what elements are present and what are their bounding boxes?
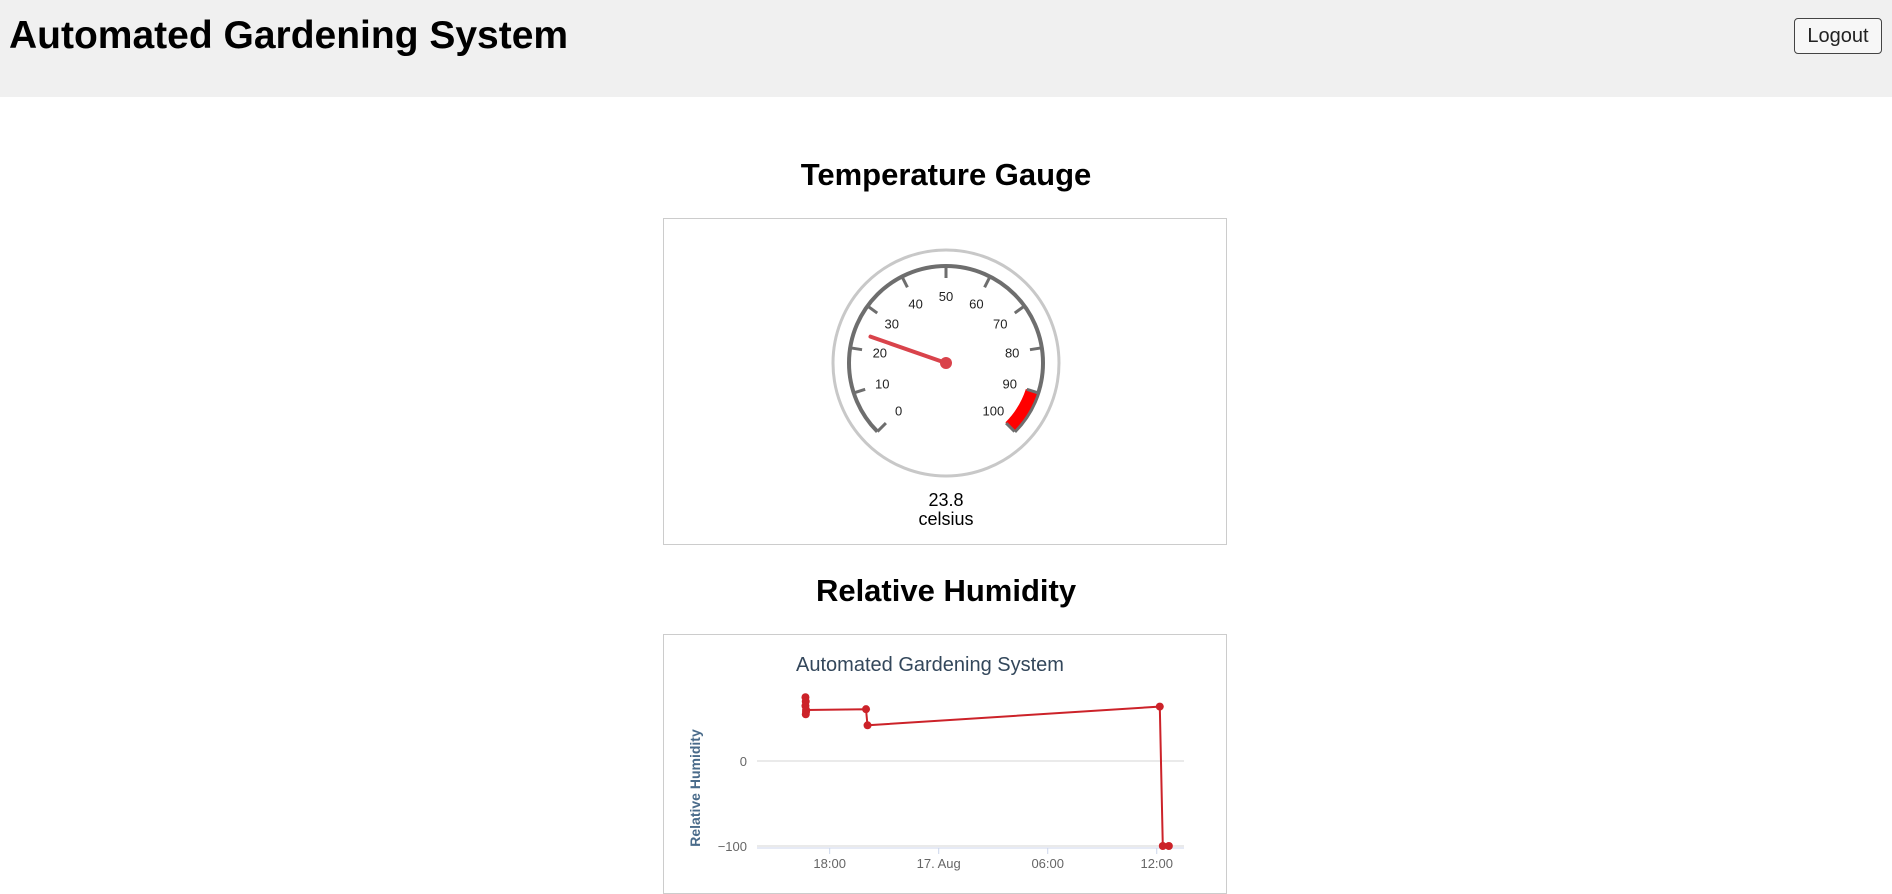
gauge-unit: celsius [918,509,973,529]
chart-x-tick-label: 17. Aug [917,856,961,871]
gauge-tick [900,275,909,288]
temperature-gauge-title: Temperature Gauge [800,157,1092,192]
gauge-ticks [849,266,1043,433]
chart-data-point[interactable] [1158,842,1167,850]
gauge-tick-label: 20 [873,346,887,361]
gauge-value: 23.8 [928,490,963,510]
gauge-tick [853,387,866,395]
humidity-chart: Automated Gardening System Relative Humi… [687,654,1184,871]
gauge-tick-labels: 0 10 20 30 40 50 60 70 80 90 100 [873,289,1020,418]
chart-data-point[interactable] [801,697,810,706]
gauge-tick [849,346,863,352]
gauge-tick-label: 60 [969,296,983,311]
chart-y-tick-label: 0 [740,754,747,769]
chart-x-tick-label: 18:00 [813,856,846,871]
gauge-tick-label: 10 [875,377,889,392]
humidity-chart-panel: Automated Gardening System Relative Humi… [663,634,1227,894]
chart-y-axis-label: Relative Humidity [687,729,703,847]
chart-data-point[interactable] [1155,702,1164,711]
chart-series-points [801,693,1173,850]
relative-humidity-title: Relative Humidity [815,573,1077,608]
chart-series-line [804,697,1169,847]
gauge-tick-label: 90 [1002,377,1016,392]
gauge-outer-ring [831,248,1061,478]
chart-y-tick-labels: 0 −100 [718,754,747,854]
chart-data-point[interactable] [863,721,872,730]
chart-y-tick-label: −100 [718,839,747,854]
chart-grid [757,760,1184,854]
gauge-tick-label: 70 [993,317,1007,332]
chart-series-lines [804,697,1169,847]
logout-button[interactable]: Logout [1794,18,1882,54]
gauge-scale-arc [847,264,1045,433]
chart-title: Automated Gardening System [796,654,1064,676]
chart-x-tick-labels: 18:00 17. Aug 06:00 12:00 [813,856,1173,871]
gauge-tick-label: 0 [895,403,902,418]
gauge-tick [1005,422,1016,433]
top-header: Automated Gardening System Logout [0,0,1892,97]
gauge-tick-label: 50 [939,289,953,304]
gauge-needle-hub [940,357,952,369]
temperature-gauge-panel: 0 10 20 30 40 50 60 70 80 90 100 23.8 celsius [663,218,1227,545]
app-title: Automated Gardening System [9,14,569,57]
gauge-tick-label: 30 [885,317,899,332]
gauge-needle [868,334,948,365]
gauge-tick [876,422,887,433]
gauge-tick [1026,387,1039,395]
chart-data-point[interactable] [802,706,811,714]
gauge-tick-label: 40 [908,296,922,311]
gauge-tick [1029,346,1043,352]
gauge-tick [983,275,992,288]
gauge-tick-label: 100 [983,403,1005,418]
chart-data-point[interactable] [1164,842,1173,850]
gauge-tick [866,304,879,315]
chart-data-point[interactable] [862,705,871,714]
gauge-red-zone [1005,388,1038,431]
chart-x-tick-label: 06:00 [1031,856,1064,871]
gauge-tick-label: 80 [1005,346,1019,361]
gauge-tick [1013,304,1026,315]
temperature-gauge: 0 10 20 30 40 50 60 70 80 90 100 23.8 celsius [831,248,1061,529]
chart-x-tick-label: 12:00 [1140,856,1173,871]
